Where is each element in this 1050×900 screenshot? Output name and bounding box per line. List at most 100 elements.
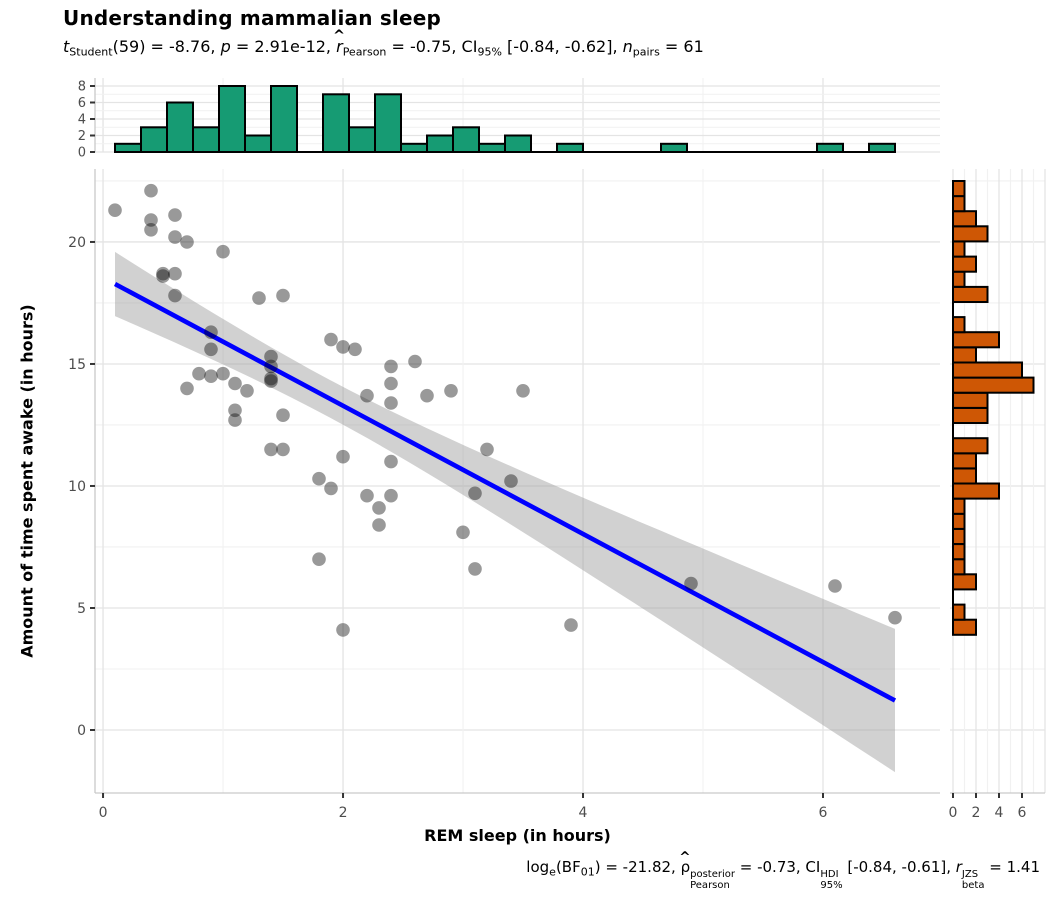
top-histogram-bar (868, 142, 896, 154)
scatter-point (228, 403, 242, 418)
top-histogram-bar (478, 142, 506, 154)
scatter-point (372, 518, 386, 532)
scatter-point (264, 359, 278, 374)
tick-label: 8 (78, 80, 86, 95)
scatter-point (480, 442, 494, 457)
scatter-point (312, 552, 326, 566)
scatter-point (168, 266, 182, 281)
scatter-point (228, 413, 242, 427)
scatter-point (444, 384, 458, 398)
scatter-point (240, 384, 254, 398)
scatter-point (264, 371, 278, 386)
top-histogram-bar (660, 142, 688, 154)
scatter-point (252, 291, 266, 305)
right-histogram-bar (952, 543, 966, 561)
scatter-point (216, 366, 230, 381)
scatter-point (384, 376, 398, 391)
scatter-point (456, 525, 470, 540)
tick-label: 2 (972, 805, 981, 821)
right-histogram-bar (952, 497, 966, 515)
top-histogram-bar (192, 126, 220, 154)
scatter-point (180, 381, 194, 396)
right-histogram-bar (952, 240, 966, 258)
scatter-point (336, 340, 350, 354)
right-histogram-bar (952, 346, 977, 364)
right-histogram-bar (952, 376, 1035, 394)
scatter-point (144, 183, 158, 198)
scatter-point (516, 384, 530, 398)
scatter-points (108, 183, 902, 637)
scatter-point (468, 562, 482, 576)
scatter-point (888, 610, 902, 625)
right-histogram-bar (952, 437, 989, 455)
hat-accent: ^ (679, 848, 691, 865)
top-histogram-bar (374, 93, 402, 154)
tick-label: 2 (339, 805, 348, 821)
scatter-point (180, 235, 194, 249)
top-histogram-bar (270, 85, 298, 153)
top-histogram-bar (140, 126, 168, 154)
tick-label: 4 (995, 805, 1004, 821)
scatter-point (216, 244, 230, 259)
chart-title: Understanding mammalian sleep (63, 6, 442, 30)
top-histogram-bar (166, 101, 194, 153)
scatter-point (156, 266, 170, 281)
right-histogram-bar (952, 467, 977, 485)
scatter-point (204, 342, 218, 357)
scatter-point (168, 288, 182, 303)
top-histogram-bar (452, 126, 480, 154)
scatter-point (144, 213, 158, 227)
right-histogram-bar (952, 558, 966, 576)
top-histogram-bar (400, 142, 428, 154)
scatter-point (228, 376, 242, 391)
tick-label: 0 (99, 805, 108, 821)
stats-subtitle: tStudent(59) = -8.76, p = 2.91e-12, ^ rPe… (63, 28, 704, 59)
tick-label: 4 (78, 113, 86, 128)
right-histogram-bar (952, 573, 977, 591)
hat-accent: ^ (333, 28, 346, 45)
scatter-point (324, 481, 338, 496)
right-histogram-bar (952, 527, 966, 546)
right-histogram-bar (952, 331, 1000, 349)
scatter-point (384, 396, 398, 410)
scatter-point (360, 388, 374, 403)
right-histogram-bar (952, 618, 977, 636)
scatter-point (408, 354, 422, 369)
tick-label: 0 (78, 146, 86, 161)
tick-label: 15 (68, 357, 86, 373)
top-histogram-bar (114, 142, 142, 154)
sup-sub-stack: posterior Pearson (690, 869, 735, 892)
scatter-point (336, 623, 350, 637)
top-histogram-bar (556, 142, 584, 154)
scatter-point (192, 366, 206, 381)
scatter-point (264, 442, 278, 457)
scatter-point (204, 369, 218, 384)
scatter-point (264, 349, 278, 364)
top-histogram-bar (218, 85, 246, 153)
scatter-point (168, 208, 182, 222)
bayes-factor-caption: loge(BF01) = -21.82, ^ ρ posterior Pearson … (526, 848, 1040, 892)
right-histogram-bar (952, 452, 977, 470)
right-histogram-bar (952, 482, 1000, 500)
right-histogram-bar (952, 195, 966, 213)
tick-label: 10 (68, 479, 86, 495)
right-histogram-bar (952, 361, 1023, 379)
top-hist-axis-ticks: 0 24 68 (78, 80, 95, 161)
scatter-point (264, 374, 278, 388)
regression-line (113, 281, 897, 703)
right-histogram-bar (952, 210, 977, 228)
scatter-point (168, 230, 182, 244)
scatter-point (468, 486, 482, 501)
scatter-point (324, 332, 338, 347)
right-histogram-bar (952, 285, 989, 303)
scatter-point (384, 488, 398, 503)
axis-lines (94, 78, 1045, 794)
scatter-point (276, 288, 290, 303)
tick-label: 6 (78, 96, 86, 111)
top-histogram-bar (426, 134, 454, 153)
scatter-point (360, 488, 374, 503)
tick-label: 6 (819, 805, 828, 821)
scatter-point (204, 325, 218, 340)
